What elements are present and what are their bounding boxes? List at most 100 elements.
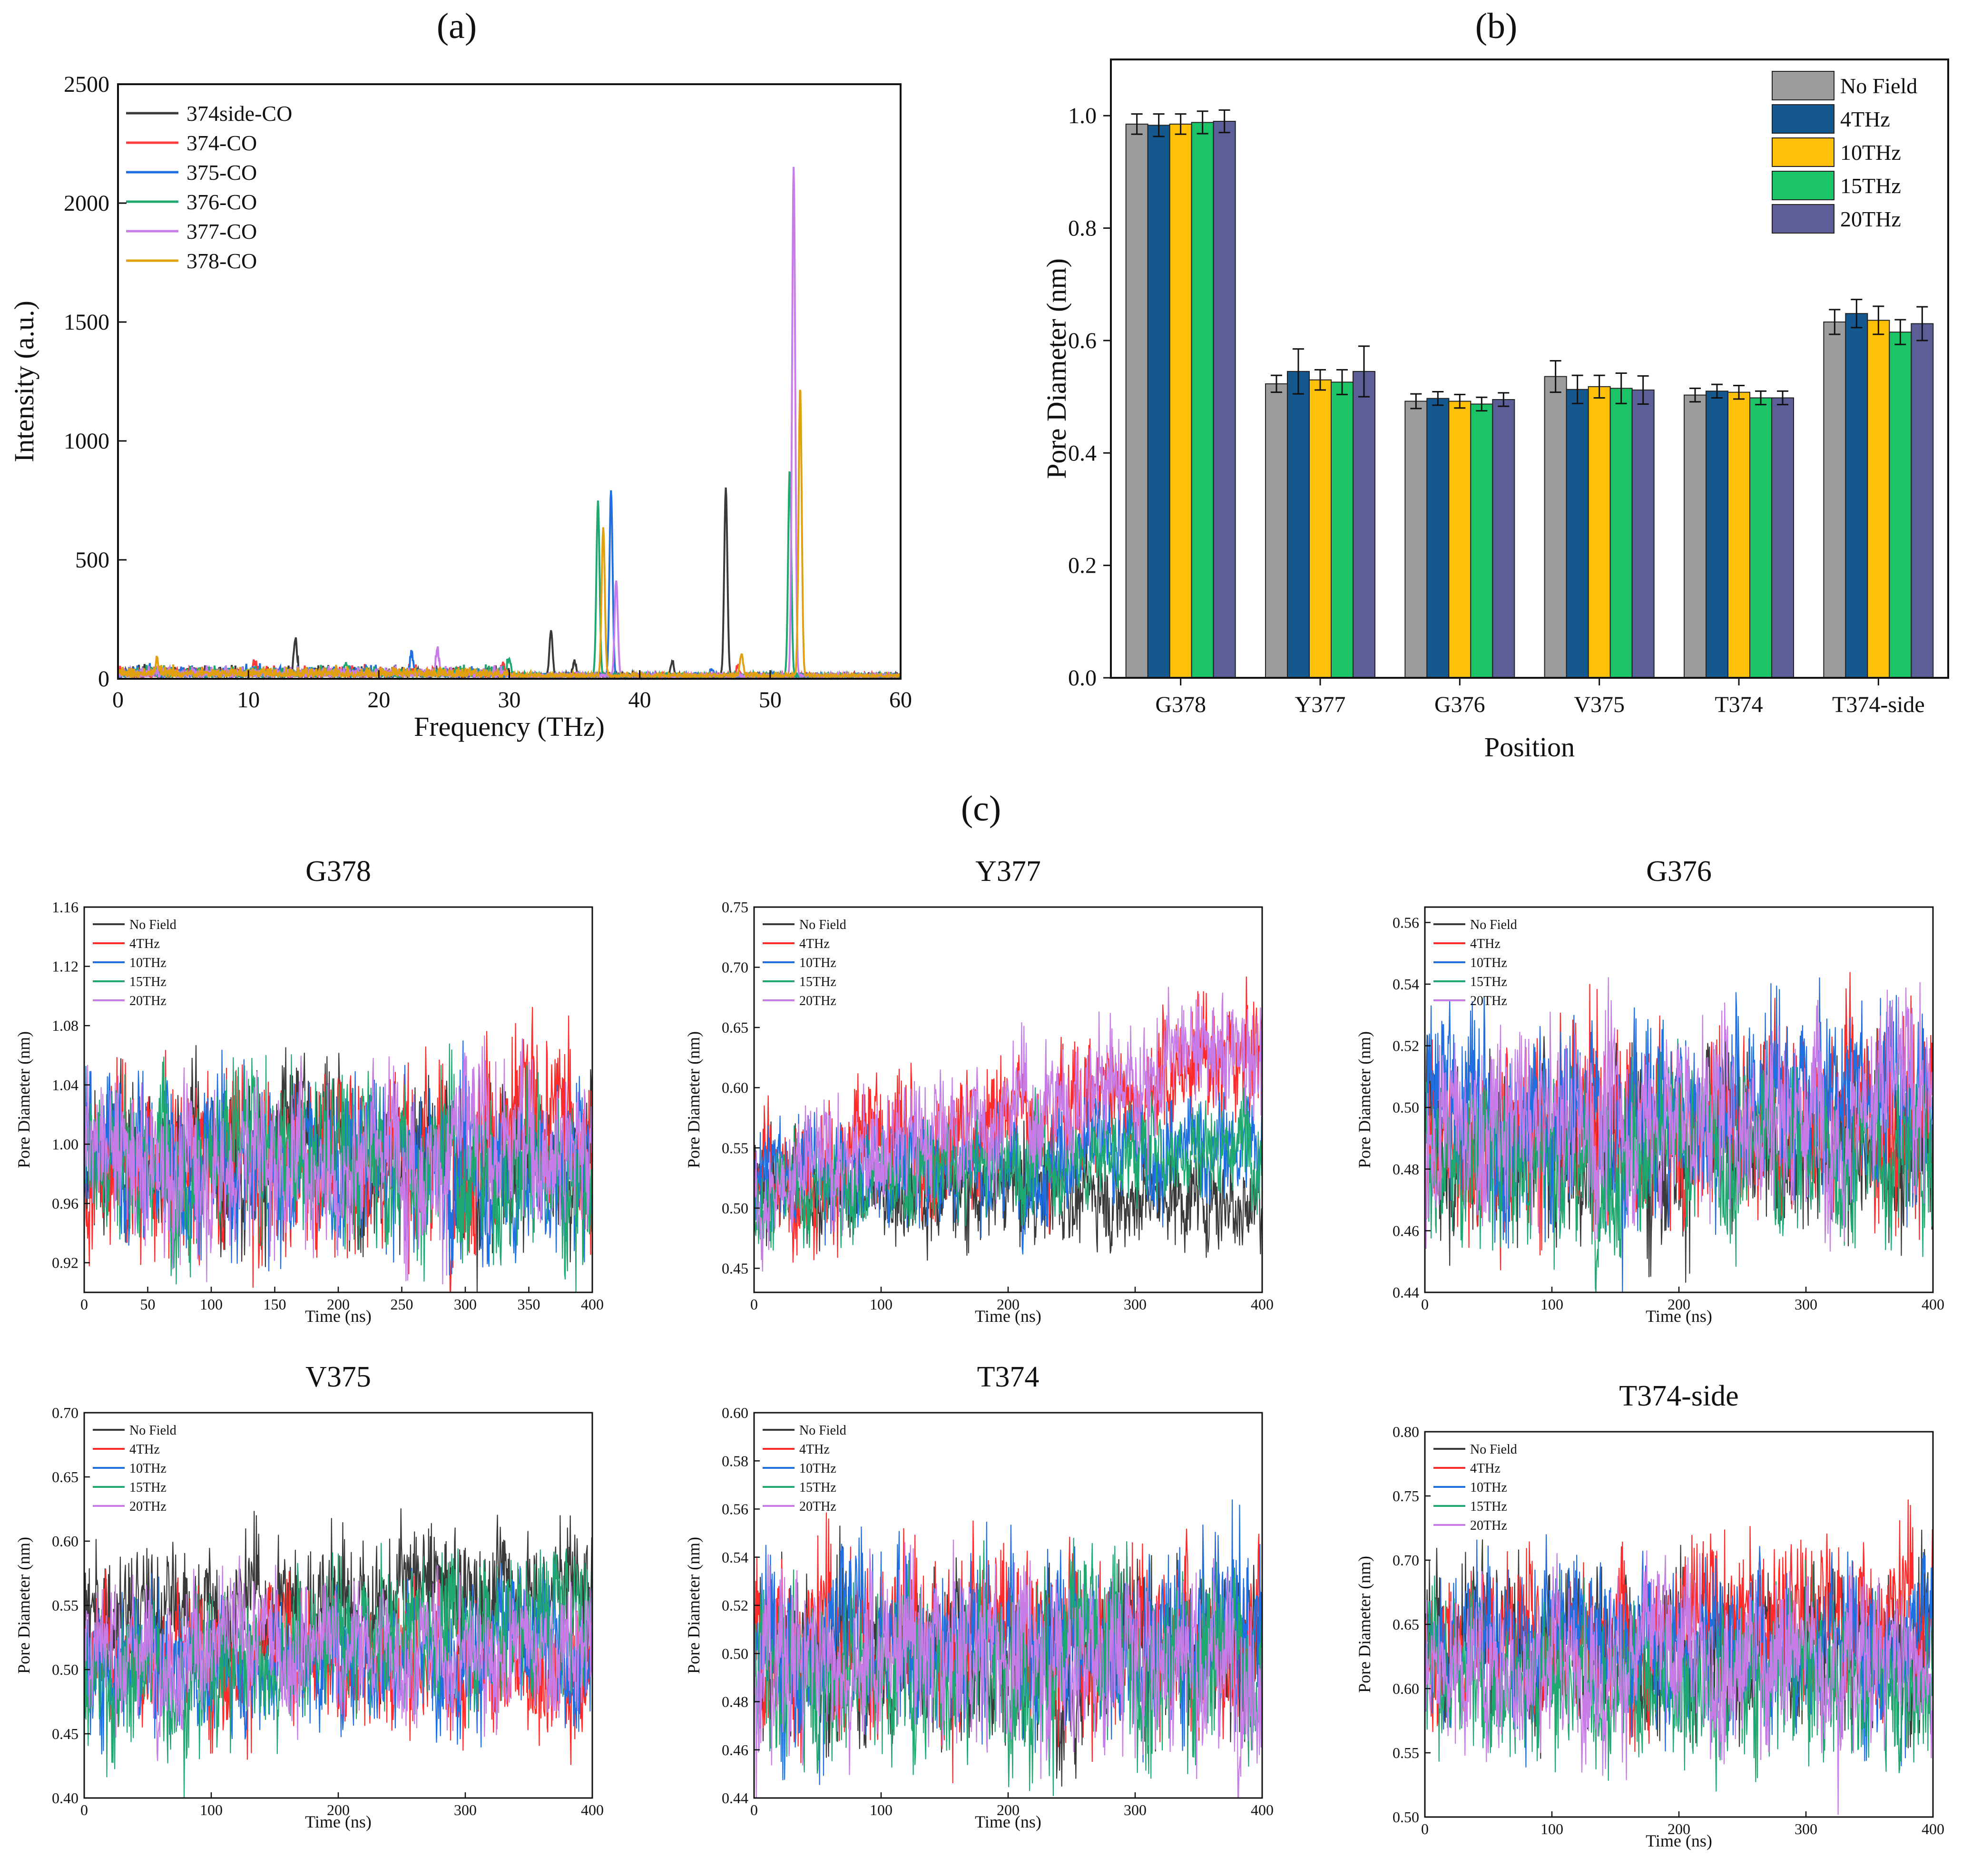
x-axis-title: Position [1484,732,1575,762]
legend-label-10THz: 10THz [799,956,836,970]
x-tick-label: 400 [581,1296,604,1313]
legend-label-15THz: 15THz [799,975,836,989]
x-tick-label: 100 [870,1801,893,1818]
legend-swatch-No Field [1772,71,1834,100]
legend: No Field 4THz 10THz 15THz 20THz [1772,71,1917,234]
chart-a: 374side-CO 374-CO 375-CO 376-CO 377-CO 378-CO… [9,72,912,742]
bar-Y377-4THz [1287,371,1310,678]
legend-label-4THz: 4THz [1470,937,1501,951]
x-tick-label: 0 [1421,1820,1429,1837]
y-axis-title: Pore Diameter (nm) [1355,1031,1374,1168]
y-tick-label: 0.75 [722,899,748,916]
legend-label-15THz: 15THz [129,1480,167,1495]
x-tick-label: 100 [1540,1820,1563,1837]
y-tick-label: 0.70 [1393,1552,1419,1569]
bar-T374-side-20THz [1911,323,1934,678]
trace-20THz [83,1555,593,1761]
legend-label-No Field: No Field [1470,918,1517,932]
bar-Y377-15THz [1331,381,1354,678]
x-tick-label: 40 [628,687,651,713]
bar-T374-4THz [1706,391,1728,678]
legend-label-374side-CO: 374side-CO [186,101,292,126]
y-tick-label: 0 [98,666,109,692]
bar-V375-20THz [1631,389,1655,678]
x-tick-label: 100 [200,1801,223,1818]
y-tick-label: 1000 [64,429,109,454]
y-tick-label: 1.08 [52,1017,78,1034]
x-tick-label: 400 [1922,1296,1944,1313]
bar-G376-4THz [1426,398,1450,678]
y-tick-label: 1.12 [52,958,78,975]
trace-15THz [1424,1038,1934,1293]
y-tick-label: 0.44 [722,1789,748,1807]
bar-T374-side-No Field [1823,321,1846,678]
y-tick-label: 0.92 [52,1254,78,1271]
y-tick-label: 0.45 [52,1725,78,1742]
y-tick-label: 2500 [64,72,109,97]
chart-title: T374 [977,1361,1040,1393]
panel-label-a: (a) [437,6,477,46]
chart-c4: No Field 4THz 10THz 15THz 20THz 0 100 200 300 400… [14,1361,604,1831]
chart-c6: No Field 4THz 10THz 15THz 20THz 0 100 200 300 400… [1355,1380,1944,1850]
y-tick-label: 0.56 [722,1501,748,1518]
legend-label-15THz: 15THz [1840,174,1901,198]
y-tick-label: 0.40 [52,1789,78,1807]
y-tick-label: 0.65 [1393,1616,1419,1633]
bar-G378-15THz [1191,122,1214,678]
bar-V375-15THz [1609,388,1633,678]
trace-20THz [83,1035,593,1285]
bar-G376-No Field [1404,401,1428,678]
y-tick-label: 0.60 [52,1533,78,1550]
trace-20THz [1424,1550,1934,1815]
y-axis-title: Pore Diameter (nm) [1355,1556,1374,1693]
y-tick-label: 0.45 [722,1260,748,1277]
y-tick-label: 0.56 [1393,914,1419,931]
x-tick-label: 0 [80,1296,88,1313]
y-tick-label: 0.48 [722,1693,748,1710]
y-tick-label: 2000 [64,191,109,216]
chart-title: G376 [1646,855,1712,888]
x-tick-label: T374 [1715,692,1763,717]
legend-label-10THz: 10THz [1840,140,1901,165]
x-axis-title: Time (ns) [305,1307,372,1326]
legend-label-20THz: 20THz [129,1499,167,1514]
y-tick-label: 0.65 [52,1468,78,1485]
legend-label-No Field: No Field [129,918,177,932]
legend-label-374-CO: 374-CO [186,131,257,155]
legend-label-376-CO: 376-CO [186,190,257,214]
y-tick-label: 0.6 [1068,328,1097,353]
legend-label-378-CO: 378-CO [186,249,257,273]
trace-20THz [1424,977,1934,1252]
spectrum-line [117,487,902,681]
legend-label-4THz: 4THz [1470,1461,1501,1476]
y-tick-label: 0.0 [1068,665,1097,691]
x-tick-label: 100 [1540,1296,1563,1313]
x-tick-label: 300 [454,1801,477,1818]
x-tick-label: 400 [1922,1820,1944,1837]
legend-label-10THz: 10THz [129,1461,167,1476]
bar-T374-No Field [1684,394,1707,678]
chart-c3: No Field 4THz 10THz 15THz 20THz 0 100 200 300 400… [1355,855,1944,1326]
bar-T374-side-10THz [1867,320,1890,678]
x-tick-label: 300 [1795,1296,1817,1313]
trace-20THz [753,1539,1263,1799]
legend-label-4THz: 4THz [129,1442,160,1457]
y-tick-label: 0.44 [1393,1284,1419,1301]
chart-c1: No Field 4THz 10THz 15THz 20THz 0 50 100 150 200 2… [14,855,604,1326]
y-tick-label: 0.65 [722,1019,748,1036]
series-378-CO [117,390,902,681]
x-tick-label: 50 [759,687,782,713]
bar-G378-10THz [1169,123,1192,679]
legend-label-15THz: 15THz [1470,975,1507,989]
x-axis-title: Frequency (THz) [414,711,605,742]
y-axis-title: Pore Diameter (nm) [684,1537,703,1674]
legend-label-20THz: 20THz [1470,994,1507,1008]
bar-T374-side-4THz [1845,313,1868,678]
y-tick-label: 0.54 [722,1549,748,1566]
x-tick-label: 300 [1124,1801,1147,1818]
x-tick-label: V375 [1574,692,1625,717]
bar-T374-20THz [1771,397,1794,678]
x-tick-label: 250 [391,1296,413,1313]
y-tick-label: 0.58 [722,1452,748,1469]
